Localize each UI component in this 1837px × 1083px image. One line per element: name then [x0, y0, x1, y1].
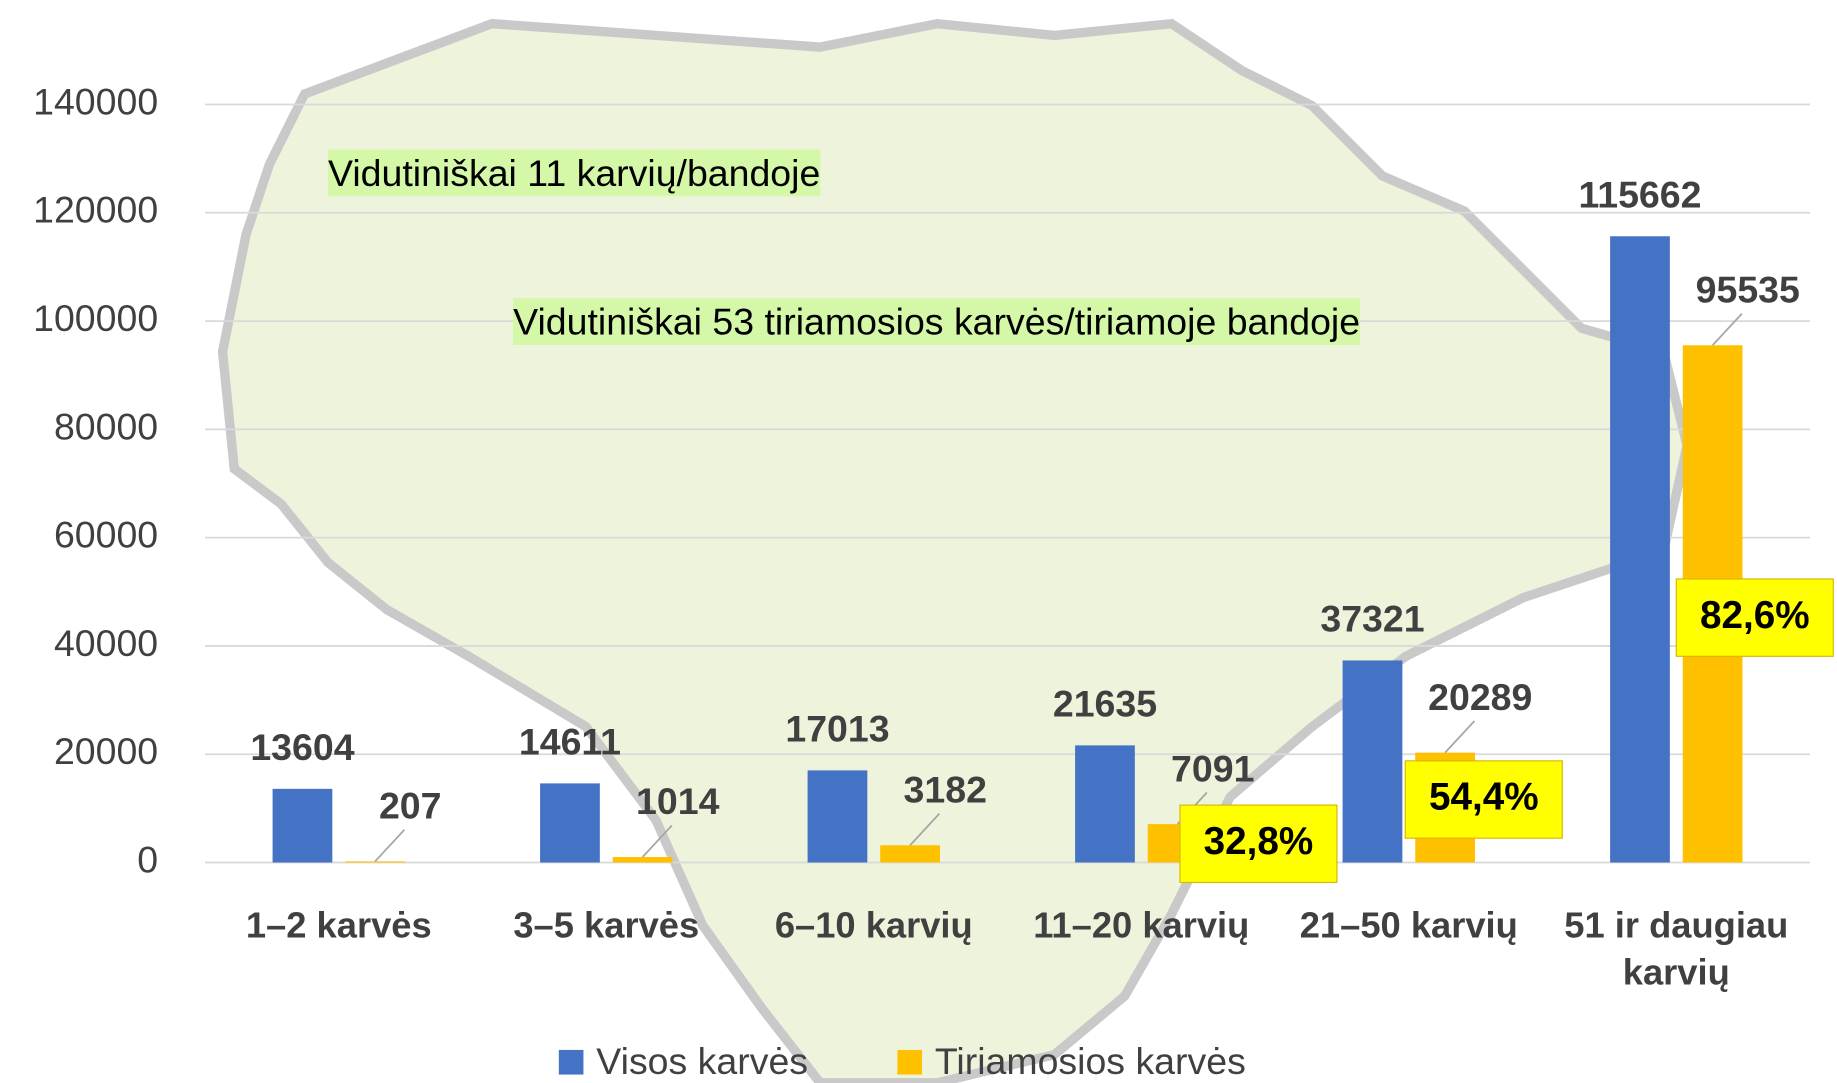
x-tick-label-box: 6–10 karvių	[774, 904, 973, 946]
y-tick-label: 100000	[33, 297, 158, 339]
data-label: 3182	[904, 768, 987, 810]
annotation-background	[513, 298, 1361, 346]
bar	[345, 861, 405, 863]
y-tick-label: 60000	[54, 514, 158, 556]
leader-line	[374, 829, 406, 862]
data-label: 20289	[1428, 676, 1532, 718]
legend-swatch	[558, 1049, 584, 1075]
bar	[807, 770, 868, 863]
x-tick-label-box: 21–50 karvių	[1299, 904, 1518, 946]
x-tick-label: 1–2 karvės	[245, 904, 432, 946]
bar	[1075, 745, 1135, 863]
leader-line	[1444, 720, 1476, 754]
data-label: 207	[379, 785, 442, 827]
y-tick-label: 120000	[33, 189, 158, 231]
x-tick-label-box: 11–20 karvių	[1033, 904, 1250, 946]
percent-label: 82,6%	[1700, 594, 1810, 637]
leader-line	[1711, 313, 1743, 346]
bar	[612, 857, 673, 863]
percent-label: 32,8%	[1204, 820, 1314, 863]
data-label: 115662	[1578, 174, 1701, 216]
leader-line	[641, 824, 673, 858]
data-label: 14611	[519, 721, 621, 763]
percent-label: 54,4%	[1429, 776, 1539, 819]
bar	[1610, 236, 1670, 863]
leader-line	[909, 813, 941, 846]
y-tick-label: 140000	[33, 80, 158, 122]
y-tick-label: 80000	[54, 405, 158, 447]
bar	[880, 845, 940, 863]
bar	[540, 783, 600, 863]
y-tick-label: 20000	[54, 730, 158, 772]
data-label: 1014	[636, 780, 720, 822]
data-label: 17013	[785, 708, 889, 750]
data-label: 13604	[250, 726, 354, 768]
bar	[1342, 660, 1403, 863]
annotation: Vidutiniškai 11 karvių/bandoje	[328, 152, 820, 194]
x-tick-label-box: 51 ir daugiau karvių	[1564, 904, 1789, 993]
data-label: 7091	[1171, 747, 1254, 789]
bar	[272, 788, 333, 863]
legend-swatch	[897, 1049, 923, 1075]
y-tick-label: 40000	[54, 622, 158, 664]
data-label: 21635	[1053, 683, 1157, 725]
data-label: 37321	[1320, 598, 1424, 640]
annotation: Vidutiniškai 53 tiriamosios karvės/tiria…	[513, 301, 1360, 343]
annotation-background	[328, 149, 821, 197]
percent-label-background	[1404, 760, 1563, 839]
x-tick-label: 6–10 karvių	[774, 904, 973, 946]
legend-label: Tiriamosios karvės	[935, 1040, 1246, 1082]
percent-label-background	[1675, 578, 1834, 657]
x-tick-label: 51 ir daugiau karvių	[1564, 904, 1789, 993]
percent-label-background	[1179, 804, 1338, 884]
x-tick-label: 3–5 karvės	[513, 904, 700, 946]
y-tick-label: 0	[137, 838, 158, 880]
x-tick-label: 21–50 karvių	[1299, 904, 1518, 946]
x-tick-label-box: 3–5 karvės	[513, 904, 700, 946]
x-tick-label: 11–20 karvių	[1033, 904, 1250, 946]
x-tick-label-box: 1–2 karvės	[245, 904, 432, 946]
legend-label: Visos karvės	[596, 1040, 808, 1082]
data-label: 95535	[1696, 268, 1800, 310]
